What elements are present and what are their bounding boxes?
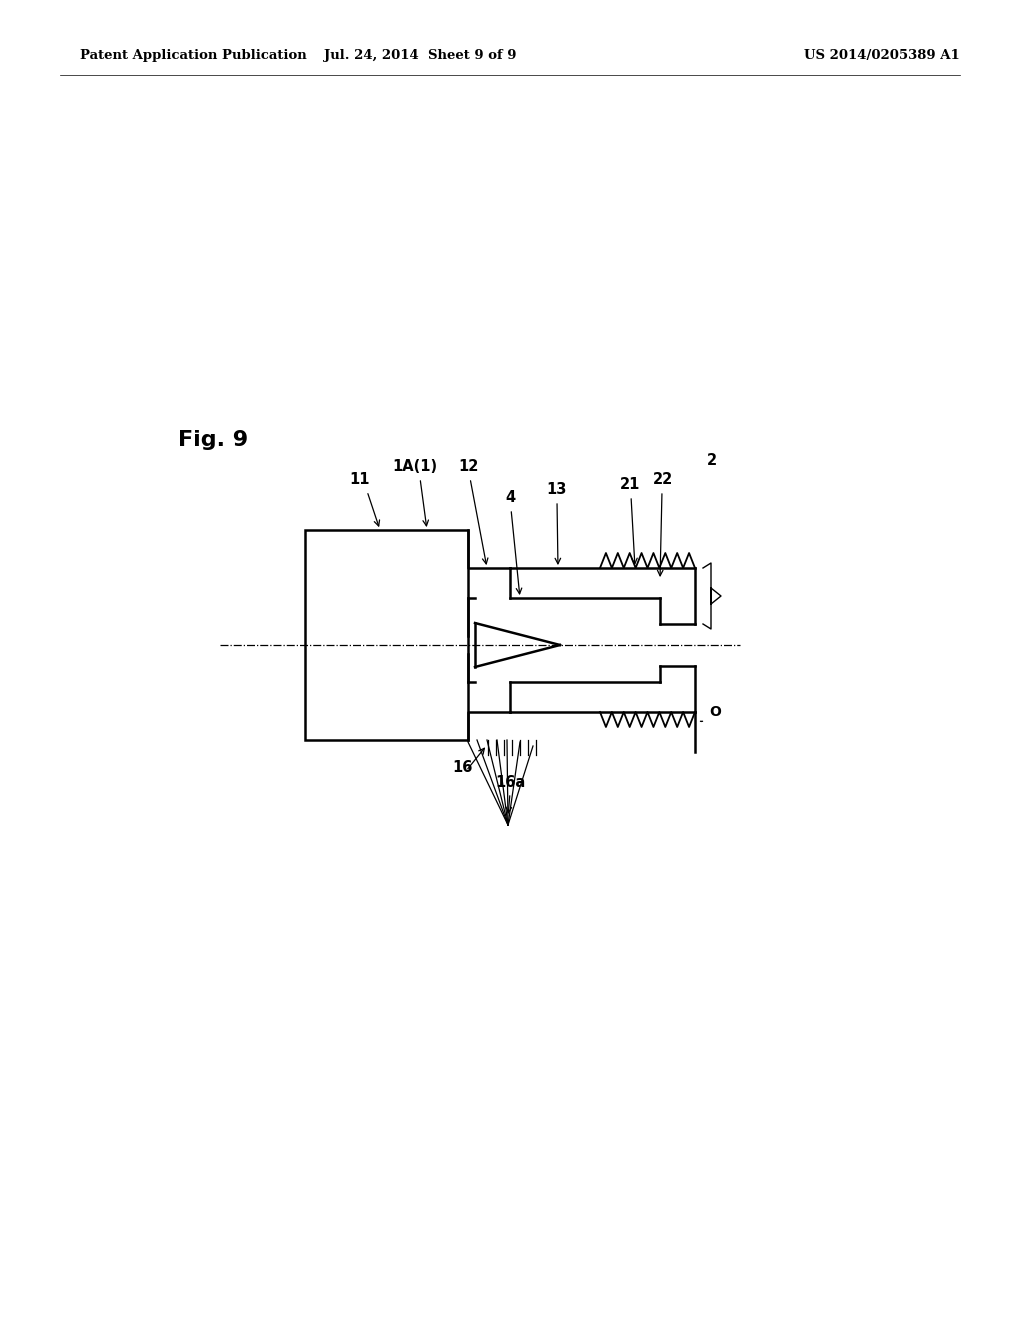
Text: US 2014/0205389 A1: US 2014/0205389 A1 bbox=[804, 49, 961, 62]
Text: Patent Application Publication: Patent Application Publication bbox=[80, 49, 307, 62]
Text: 2: 2 bbox=[707, 453, 717, 469]
Text: 11: 11 bbox=[350, 473, 371, 487]
Text: Fig. 9: Fig. 9 bbox=[178, 430, 248, 450]
Text: 21: 21 bbox=[620, 477, 640, 492]
Text: 22: 22 bbox=[653, 473, 673, 487]
Bar bbox=[305, 531, 468, 741]
Text: 4: 4 bbox=[505, 490, 515, 506]
Text: O: O bbox=[709, 705, 721, 719]
Text: 13: 13 bbox=[547, 482, 567, 498]
Text: 16a: 16a bbox=[495, 775, 525, 789]
Text: 1A(1): 1A(1) bbox=[392, 459, 437, 474]
Text: 16: 16 bbox=[453, 760, 473, 775]
Text: 12: 12 bbox=[458, 459, 478, 474]
Text: Jul. 24, 2014  Sheet 9 of 9: Jul. 24, 2014 Sheet 9 of 9 bbox=[324, 49, 516, 62]
